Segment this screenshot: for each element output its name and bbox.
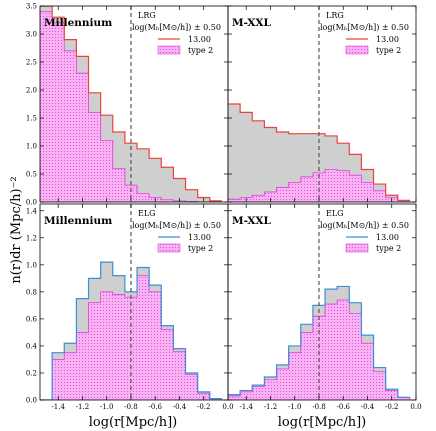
y-tick-label: 0.0	[26, 397, 37, 405]
x-tick-label: -0.6	[148, 403, 162, 411]
x-tick-label: -0.8	[124, 403, 138, 411]
y-tick-label: 0.5	[26, 171, 37, 179]
y-tick-label: 3.0	[26, 31, 37, 39]
legend-mass-label: log(Mₕ[M⊙/h]) ± 0.50	[320, 221, 409, 230]
y-tick-label: 1.5	[26, 115, 37, 123]
y-tick-label: 0.4	[26, 342, 38, 350]
panel-title: M-XXL	[232, 17, 272, 29]
y-axis-label: n(r)dr (Mpc/h)⁻²	[9, 176, 24, 283]
x-tick-label: -0.4	[361, 403, 375, 411]
legend-mass-label: log(Mₕ[M⊙/h]) ± 0.50	[132, 221, 221, 230]
x-tick-label: 0.0	[222, 403, 233, 411]
plot-area	[40, 6, 222, 202]
x-tick-label: -0.4	[173, 403, 187, 411]
panel-top-left: 0.0 0.5 1.0 1.5 2.0 2.5 3.0 3.5 Millennium LRG log…	[26, 3, 229, 207]
legend-sample-label: LRG	[138, 11, 156, 20]
panel-title: Millennium	[44, 17, 112, 29]
y-tick-label: 0.0	[26, 199, 37, 207]
panel-bottom-left: -1.4 -1.2 -1.0 -0.8 -0.6 -0.4 -0.2 0.0 0.0 0.2 0.4…	[26, 203, 234, 411]
legend-type2-swatch	[345, 45, 369, 55]
legend-sample-label: ELG	[138, 209, 156, 218]
x-tick-label: -0.8	[312, 403, 326, 411]
legend-mass-label: log(Mₕ[M⊙/h]) ± 0.50	[132, 23, 221, 32]
panel-bottom-right: -1.4 -1.2 -1.0 -0.8 -0.6 -0.4 -0.2 0.0 M-XXL ELG l…	[227, 203, 422, 411]
legend-type2-swatch	[345, 243, 369, 253]
legend-type2-label: type 2	[188, 244, 213, 253]
series-type2	[40, 11, 222, 202]
panel-frame	[227, 5, 417, 203]
y-tick-label: 2.5	[26, 59, 37, 67]
y-tick-label: 0.8	[26, 288, 37, 296]
x-tick-label: 0.0	[410, 403, 421, 411]
legend-sample-label: ELG	[326, 209, 344, 218]
legend-type2-label: type 2	[376, 244, 401, 253]
x-tick-label: -1.0	[100, 403, 114, 411]
y-tick-label: 1.0	[26, 143, 37, 151]
panel-top-right: M-XXL LRG log(Mₕ[M⊙/h]) ± 0.50 13.00 type 2	[227, 5, 417, 203]
x-tick-label: -1.4	[239, 403, 253, 411]
legend-mass-value: 13.00	[188, 35, 211, 44]
legend-mass-value: 13.00	[376, 233, 399, 242]
panel-title: Millennium	[44, 215, 112, 227]
legend-mass-value: 13.00	[188, 233, 211, 242]
legend-type2-label: type 2	[376, 46, 401, 55]
panels: 0.0 0.5 1.0 1.5 2.0 2.5 3.0 3.5 Millennium LRG log…	[26, 3, 422, 412]
x-tick-label: -0.6	[336, 403, 350, 411]
x-tick-label: -1.4	[51, 403, 65, 411]
x-tick-label: -1.2	[264, 403, 278, 411]
y-tick-label: 1.0	[26, 261, 37, 269]
series-main-line	[40, 6, 222, 202]
series-main-line	[228, 103, 410, 201]
y-tick-label: 2.0	[26, 87, 37, 95]
x-tick-label: -1.2	[76, 403, 90, 411]
plot-area	[228, 204, 411, 400]
y-tick-label: 3.5	[26, 3, 37, 11]
plot-area	[228, 6, 411, 202]
legend-sample-label: LRG	[326, 11, 344, 20]
plot-area	[40, 204, 223, 400]
x-tick-label: -0.2	[197, 403, 211, 411]
legend-type2-swatch	[157, 45, 181, 55]
legend-type2-swatch	[157, 243, 181, 253]
y-tick-label: 0.2	[26, 369, 37, 377]
legend-type2-label: type 2	[188, 46, 213, 55]
x-tick-label: -1.0	[288, 403, 302, 411]
x-axis-label-left: log(r[Mpc/h])	[89, 415, 177, 430]
x-axis-label-right: log(r[Mpc/h])	[278, 415, 366, 430]
x-tick-label: -0.2	[385, 403, 399, 411]
y-tick-label: 1.4	[26, 207, 38, 215]
legend-mass-label: log(Mₕ[M⊙/h]) ± 0.50	[320, 23, 409, 32]
panel-frame	[227, 203, 417, 401]
y-tick-label: 1.2	[26, 234, 37, 242]
panel-title: M-XXL	[232, 215, 272, 227]
y-tick-label: 0.6	[26, 315, 38, 323]
legend-mass-value: 13.00	[376, 35, 399, 44]
